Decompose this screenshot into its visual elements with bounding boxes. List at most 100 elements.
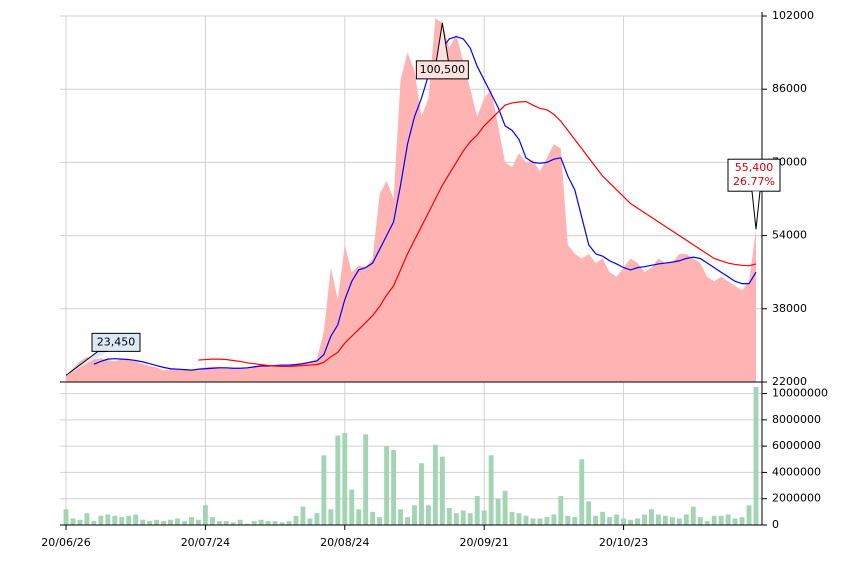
volume-bar	[356, 509, 362, 525]
volume-bar	[202, 505, 208, 525]
callout-pointer	[751, 191, 761, 230]
y2-tick-label: 2000000	[772, 492, 821, 505]
callout-box	[415, 60, 469, 80]
volume-bar	[425, 505, 431, 525]
volume-bar	[725, 514, 731, 525]
volume-bar	[328, 509, 334, 525]
volume-bar	[63, 509, 69, 525]
volume-bar	[621, 518, 627, 525]
x-tick-label: 20/09/21	[459, 536, 508, 549]
volume-bar	[244, 523, 250, 525]
callout-box	[727, 158, 781, 192]
volume-bar	[683, 514, 689, 525]
volume-bar	[349, 489, 355, 525]
x-tick-label: 20/08/24	[320, 536, 369, 549]
volume-bar	[607, 517, 613, 525]
volume-bar	[314, 513, 320, 525]
volume-bar	[669, 517, 675, 525]
y-tick-label: 70000	[772, 155, 807, 168]
volume-bar	[635, 518, 640, 525]
volume-bar	[133, 514, 139, 525]
volume-bar	[467, 513, 473, 525]
volume-bar	[251, 521, 257, 525]
volume-bar	[377, 517, 383, 525]
volume-bar	[558, 496, 564, 525]
volume-bar	[509, 511, 515, 525]
y2-tick-label: 4000000	[772, 465, 821, 478]
volume-bar	[537, 518, 543, 525]
volume-bar	[739, 517, 745, 525]
moving-average-line	[93, 35, 757, 371]
volume-bar	[746, 505, 752, 525]
volume-bar	[481, 510, 487, 525]
volume-bar	[91, 521, 97, 525]
volume-bar	[230, 522, 236, 525]
volume-bar	[593, 515, 599, 525]
volume-bar	[460, 510, 466, 525]
volume-bar	[502, 490, 508, 525]
moving-average-line	[198, 100, 757, 368]
volume-bar	[655, 514, 661, 525]
callout-pointer	[435, 22, 449, 61]
volume-bar	[77, 519, 83, 525]
y2-tick-label: 6000000	[772, 439, 821, 452]
x-tick-label: 20/10/23	[599, 536, 648, 549]
volume-bar	[662, 515, 668, 525]
volume-bar	[544, 517, 550, 525]
volume-bar	[126, 515, 132, 525]
volume-bar	[307, 518, 313, 525]
volume-bar	[474, 496, 480, 525]
volume-bar	[697, 517, 703, 525]
volume-bar	[70, 518, 76, 525]
price-area	[66, 18, 756, 382]
volume-bar	[405, 517, 410, 525]
volume-bar	[279, 522, 285, 525]
volume-bar	[453, 513, 459, 525]
volume-bar	[572, 517, 578, 525]
volume-bar	[112, 515, 118, 525]
volume-bar	[495, 498, 501, 525]
y-tick-label: 38000	[772, 302, 807, 315]
volume-bar	[105, 514, 111, 525]
volume-bar	[119, 517, 125, 525]
volume-bar	[718, 515, 724, 525]
volume-bar	[265, 521, 271, 525]
volume-bar	[753, 387, 759, 525]
volume-bar	[321, 455, 327, 525]
volume-bar	[363, 434, 369, 525]
volume-bar	[272, 521, 278, 525]
volume-bar	[175, 518, 180, 525]
x-tick-label: 20/07/24	[181, 536, 230, 549]
callout-box	[91, 332, 141, 352]
volume-bar	[628, 519, 633, 525]
volume-bar	[586, 501, 592, 525]
volume-bar	[391, 450, 397, 525]
volume-bar	[335, 435, 341, 525]
volume-bar	[412, 505, 417, 525]
volume-bar	[732, 518, 738, 525]
y2-tick-label: 0	[772, 518, 779, 531]
volume-bar	[209, 517, 215, 525]
volume-bar	[642, 514, 647, 525]
change-label: 26.77%	[733, 175, 775, 188]
volume-bar	[676, 518, 682, 525]
volume-bar	[711, 515, 717, 525]
volume-bar	[516, 513, 522, 525]
y-tick-label: 54000	[772, 229, 807, 242]
volume-bar	[523, 515, 529, 525]
volume-bar	[530, 518, 536, 525]
volume-bar	[579, 459, 585, 525]
volume-bar	[439, 456, 445, 525]
volume-bar	[419, 463, 424, 525]
volume-bar	[600, 511, 606, 525]
volume-bar	[182, 521, 187, 525]
y-tick-label: 86000	[772, 82, 807, 95]
callout-label: 55,400	[735, 161, 774, 174]
volume-bar	[614, 514, 620, 525]
volume-bar	[370, 511, 376, 525]
volume-bar	[384, 446, 390, 525]
volume-bar	[258, 519, 264, 525]
volume-bar	[488, 455, 494, 525]
volume-bar	[432, 444, 438, 525]
